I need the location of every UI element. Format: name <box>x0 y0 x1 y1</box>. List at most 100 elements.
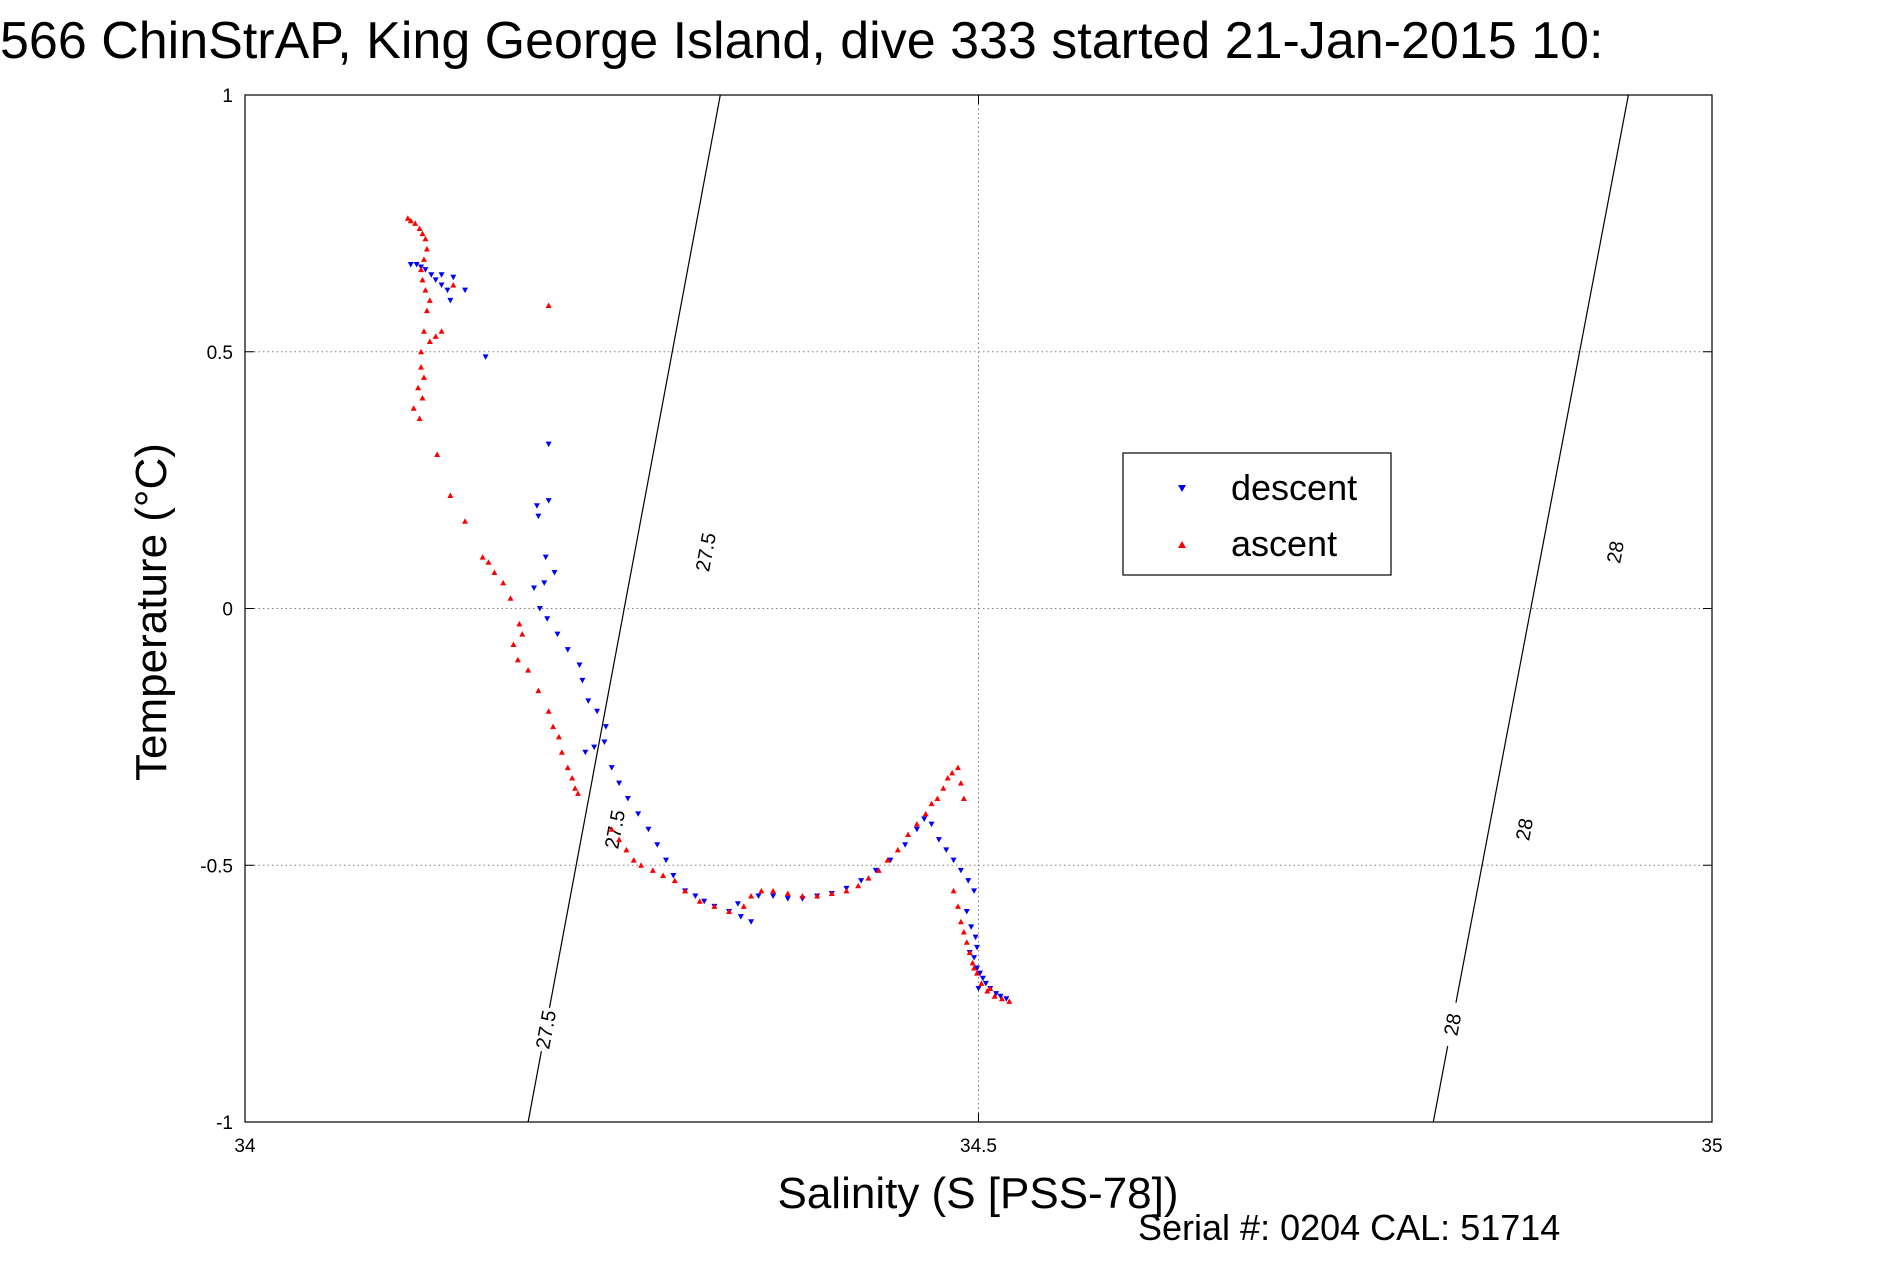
ascent-point-48 <box>608 826 615 832</box>
ascent-point-61 <box>748 893 755 899</box>
ascent-point-68 <box>843 887 850 894</box>
data-points <box>404 215 1013 1004</box>
ascent-point-85 <box>950 887 957 894</box>
descent-point-24 <box>564 647 571 653</box>
ascent-point-98 <box>987 985 994 991</box>
legend: descent ascent <box>1122 452 1392 576</box>
descent-point-66 <box>957 867 964 874</box>
ascent-point-7 <box>420 256 427 262</box>
descent-point-15 <box>545 498 552 504</box>
descent-point-71 <box>972 934 979 941</box>
ascent-point-96 <box>998 995 1005 1002</box>
ascent-point-14 <box>426 338 433 344</box>
ascent-point-72 <box>884 857 891 863</box>
y-tick-label-1: 0.5 <box>207 343 233 364</box>
ascent-point-6 <box>423 246 430 252</box>
descent-point-16 <box>535 513 542 520</box>
ascent-point-2 <box>412 220 419 226</box>
ascent-point-16 <box>418 364 425 370</box>
descent-point-72 <box>974 944 981 951</box>
y-tick-label-0: 1 <box>222 86 233 107</box>
ascent-point-12 <box>423 307 430 314</box>
isopycnal-label-bg-1-2 <box>1598 527 1633 577</box>
y-tick-label-3: -0.5 <box>200 856 233 877</box>
x-tick-label-2: 35 <box>1701 1136 1722 1157</box>
y-axis-label: Temperature (°C) <box>127 443 176 781</box>
ascent-point-83 <box>957 780 964 786</box>
ascent-point-34 <box>516 620 523 627</box>
descent-point-75 <box>976 970 983 977</box>
ascent-point-67 <box>828 890 835 896</box>
descent-point-14 <box>533 503 540 509</box>
descent-point-76 <box>979 975 986 982</box>
ascent-point-10 <box>422 287 429 293</box>
ascent-point-69 <box>855 882 862 889</box>
descent-point-12 <box>482 354 489 360</box>
ascent-point-59 <box>726 908 733 914</box>
ascent-point-9 <box>419 276 426 283</box>
ascent-point-75 <box>913 821 920 827</box>
descent-point-0 <box>407 261 414 268</box>
descent-point-26 <box>579 677 586 684</box>
ascent-point-84 <box>960 795 967 801</box>
descent-point-37 <box>645 826 652 833</box>
descent-point-33 <box>608 765 615 771</box>
isopycnal-label-bg-1-0 <box>1435 1000 1470 1049</box>
descent-point-39 <box>663 857 670 864</box>
descent-point-31 <box>591 744 598 751</box>
descent-point-5 <box>432 277 439 283</box>
legend-ascent-marker <box>1178 541 1186 548</box>
ascent-point-90 <box>966 949 973 956</box>
ascent-point-0 <box>404 215 411 221</box>
ascent-point-99 <box>971 964 978 971</box>
descent-point-61 <box>921 816 928 823</box>
descent-point-65 <box>950 857 957 864</box>
ascent-point-66 <box>814 893 821 899</box>
isopycnal-label-bg-1-1 <box>1507 805 1542 854</box>
descent-point-17 <box>542 554 549 561</box>
descent-point-46 <box>737 914 744 920</box>
ascent-point-78 <box>934 795 941 801</box>
ascent-point-4 <box>419 230 426 237</box>
ascent-point-70 <box>865 875 872 881</box>
ascent-point-32 <box>500 579 507 586</box>
descent-point-67 <box>965 878 972 884</box>
y-tick-label-2: 0 <box>222 600 233 621</box>
isopycnal-label-1-2: 28 <box>1603 539 1629 565</box>
axis-ticks: 34 34.5 35 1 0.5 0 -0.5 -1 <box>200 86 1722 1157</box>
ascent-point-53 <box>649 867 656 873</box>
isopycnal-label-bg-0-0 <box>528 1005 563 1054</box>
ascent-point-36 <box>510 641 517 647</box>
ascent-point-49 <box>616 836 623 843</box>
ascent-point-88 <box>960 929 967 935</box>
ascent-point-39 <box>535 687 542 694</box>
ascent-point-20 <box>410 405 417 411</box>
descent-point-49 <box>755 893 762 900</box>
isopycnal-line-1 <box>1432 94 1629 1123</box>
isopycnal-line-0 <box>527 94 721 1123</box>
legend-box <box>1122 452 1392 576</box>
descent-point-79 <box>993 991 1000 997</box>
descent-point-57 <box>872 867 879 874</box>
ascent-point-27 <box>447 492 454 499</box>
ascent-point-97 <box>1006 998 1013 1004</box>
descent-point-21 <box>536 606 543 612</box>
descent-point-23 <box>554 631 561 638</box>
descent-point-28 <box>594 708 601 715</box>
ascent-point-86 <box>954 903 961 909</box>
ascent-point-15 <box>418 348 425 355</box>
ascent-point-13 <box>420 328 427 334</box>
ascent-point-60 <box>740 903 747 909</box>
descent-point-1 <box>413 261 420 268</box>
ascent-point-18 <box>415 384 422 391</box>
ascent-point-51 <box>630 857 637 863</box>
descent-point-80 <box>997 993 1004 1000</box>
ascent-point-89 <box>963 939 970 945</box>
ascent-point-19 <box>419 394 426 401</box>
ascent-point-8 <box>418 266 425 273</box>
descent-point-34 <box>616 780 623 787</box>
ascent-point-43 <box>558 749 565 755</box>
ascent-point-33 <box>507 595 514 601</box>
descent-point-19 <box>541 580 548 586</box>
